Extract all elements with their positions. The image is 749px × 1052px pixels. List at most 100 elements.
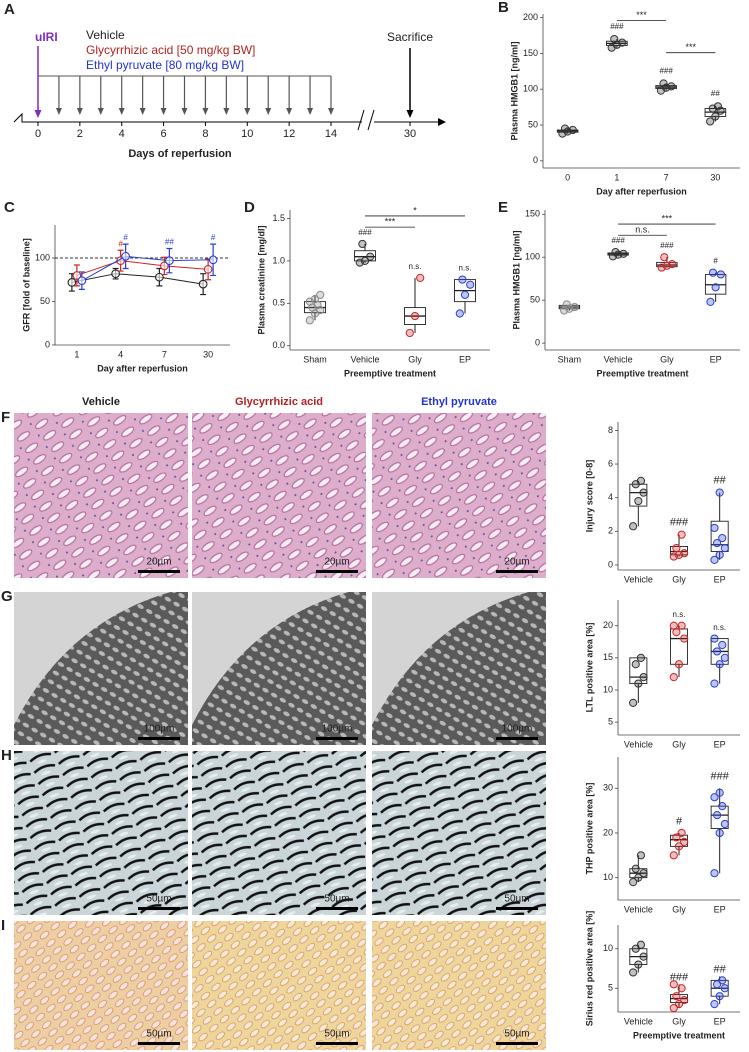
x-tick-label: Sham xyxy=(558,354,582,364)
panel-label: G xyxy=(1,588,13,605)
y-tick-label: 0 xyxy=(45,339,50,349)
panel-label: D xyxy=(244,199,255,216)
significance-label: # xyxy=(211,233,216,242)
significance-label: # xyxy=(118,239,123,248)
data-point xyxy=(629,968,638,977)
dose-arrowhead xyxy=(244,108,251,115)
significance-label: ### xyxy=(660,241,674,250)
panel-label: F xyxy=(1,409,10,426)
scale-bar-label: 100µm xyxy=(502,724,533,735)
data-point xyxy=(208,255,218,265)
x-tick-label: Gly xyxy=(408,354,422,364)
data-point xyxy=(639,952,648,961)
data-point xyxy=(639,488,648,497)
y-tick-label: 100 xyxy=(525,252,540,262)
data-point xyxy=(562,300,571,309)
data-point xyxy=(458,275,467,284)
y-tick-label: 0 xyxy=(535,338,540,348)
scale-bar-label: 50µm xyxy=(324,894,349,905)
time-axis xyxy=(13,112,438,123)
x-tick-label: 0 xyxy=(565,172,570,182)
data-point xyxy=(667,82,676,91)
comparison-label: n.s. xyxy=(635,225,650,235)
data-point xyxy=(711,283,720,292)
legend-item: Ethyl pyruvate [80 mg/kg BW] xyxy=(86,58,244,72)
scale-bar-label: 50µm xyxy=(324,1029,349,1040)
data-point xyxy=(718,533,727,543)
data-point xyxy=(155,272,164,282)
data-point xyxy=(718,802,727,811)
significance-label: ### xyxy=(611,236,625,245)
data-point xyxy=(455,309,464,318)
scale-bar-label: 50µm xyxy=(146,1029,171,1040)
legend-item: Glycyrrhizic acid [50 mg/kg BW] xyxy=(86,43,255,57)
box xyxy=(670,628,688,665)
data-point xyxy=(669,851,678,860)
x-tick-label: Vehicle xyxy=(624,739,653,749)
data-point xyxy=(674,842,684,851)
scale-bar xyxy=(316,907,358,910)
y-tick-label: 20 xyxy=(603,827,613,837)
data-point xyxy=(715,828,724,838)
y-tick-label: 0.5 xyxy=(272,298,285,308)
significance-label: ### xyxy=(670,971,689,983)
data-point xyxy=(672,992,681,1001)
significance-label: n.s. xyxy=(713,623,726,632)
dose-arrowhead xyxy=(181,108,188,115)
data-point xyxy=(460,290,470,299)
x-tick-label: 2 xyxy=(77,128,83,140)
dose-arrowhead xyxy=(202,108,209,115)
y-axis-title: Sirius red positive area [%] xyxy=(584,911,594,1027)
x-tick-label: Vehicle xyxy=(624,904,653,914)
panel-label: B xyxy=(498,0,509,16)
y-tick-label: 5 xyxy=(608,717,613,727)
data-point xyxy=(360,256,370,266)
event-arrowhead xyxy=(34,110,42,118)
y-tick-label: 0 xyxy=(533,155,538,165)
y-tick-label: 8 xyxy=(608,425,613,435)
scale-bar xyxy=(138,737,180,740)
data-point xyxy=(667,260,677,269)
scale-bar xyxy=(496,570,538,573)
data-point xyxy=(680,549,689,558)
data-point xyxy=(636,851,646,860)
data-point xyxy=(416,273,425,282)
micrograph xyxy=(372,751,546,915)
comparison-label: *** xyxy=(636,10,647,20)
data-point xyxy=(710,523,719,533)
x-tick-label: 0 xyxy=(35,128,41,140)
comparison-label: * xyxy=(413,205,417,215)
comparison-label: *** xyxy=(685,42,696,52)
data-point xyxy=(715,788,724,797)
data-point xyxy=(619,249,628,258)
data-point xyxy=(680,996,689,1005)
dose-arrowhead xyxy=(328,108,334,115)
scale-bar-label: 100µm xyxy=(322,724,353,735)
data-point xyxy=(715,488,724,497)
y-tick-label: 0 xyxy=(608,559,613,569)
data-point xyxy=(718,976,727,985)
x-tick-label: Gly xyxy=(672,739,686,749)
y-tick-label: 6 xyxy=(608,458,613,468)
data-point xyxy=(660,253,669,262)
significance-label: n.s. xyxy=(409,262,422,271)
data-point xyxy=(405,328,414,338)
data-point xyxy=(629,698,638,707)
scale-bar-label: 50µm xyxy=(504,894,529,905)
scale-bar xyxy=(138,1042,180,1045)
tissue-edge xyxy=(192,592,349,725)
significance-label: ### xyxy=(610,22,624,31)
data-point xyxy=(710,869,719,878)
dose-arrowhead xyxy=(76,108,83,115)
data-point xyxy=(366,252,375,261)
data-point xyxy=(669,673,678,682)
significance-label: ## xyxy=(714,475,727,487)
data-point xyxy=(716,270,725,279)
y-tick-label: 50 xyxy=(528,119,538,129)
data-point xyxy=(711,112,720,121)
x-tick-label: Sham xyxy=(303,354,327,364)
y-tick-label: 200 xyxy=(523,12,538,22)
comparison-label: *** xyxy=(385,217,396,227)
significance-label: ### xyxy=(358,228,372,237)
